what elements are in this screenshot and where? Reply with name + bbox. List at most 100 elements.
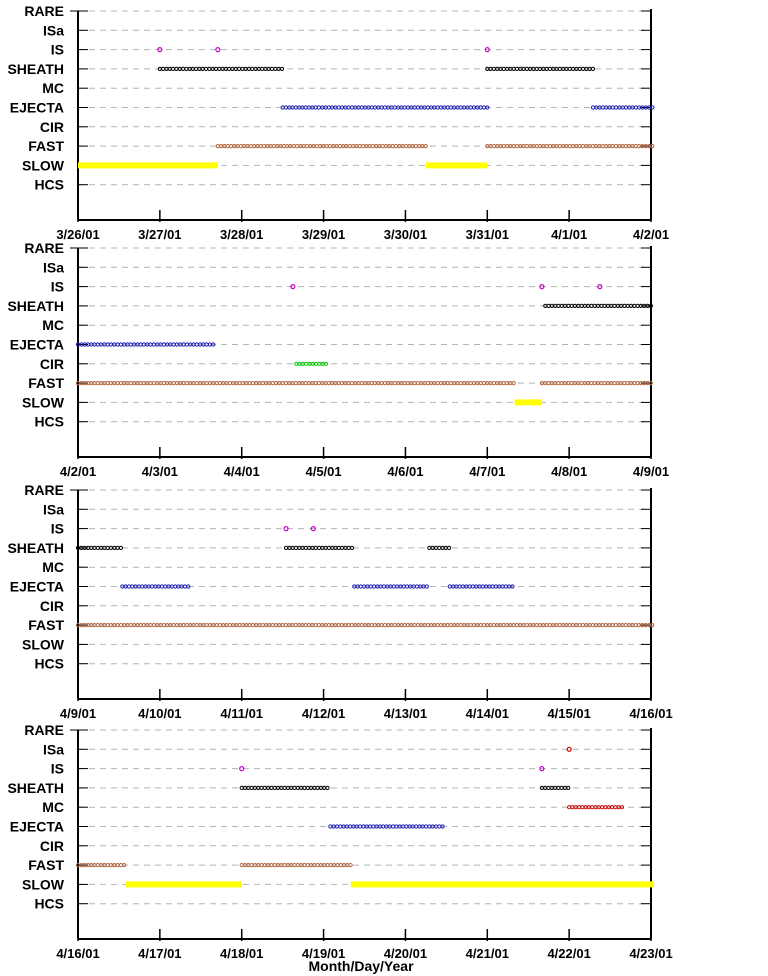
- series-point-fast: [316, 623, 321, 628]
- y-tick-label: EJECTA: [10, 100, 64, 116]
- series-point-fast: [303, 381, 308, 386]
- series-point-sheath: [115, 545, 120, 551]
- series-point-fast: [324, 144, 329, 149]
- series-point-mc: [619, 805, 625, 810]
- y-tick-label: SHEATH: [7, 298, 64, 314]
- x-tick-label: 4/9/01: [60, 706, 96, 721]
- series-point-fast: [458, 381, 463, 386]
- series-point-fast: [282, 863, 287, 868]
- series-point-sheath: [174, 66, 179, 72]
- series-point-fast: [225, 144, 230, 149]
- series-point-fast: [478, 623, 483, 628]
- series-point-ejecta: [485, 105, 490, 110]
- series-point-fast: [577, 623, 582, 628]
- series-point-ejecta: [478, 105, 483, 110]
- series-point-fast: [261, 144, 267, 149]
- series-point-fast: [559, 381, 564, 386]
- series-point-ejecta: [500, 584, 505, 589]
- x-tick-label: 4/5/01: [305, 464, 341, 479]
- series-point-fast: [415, 381, 420, 386]
- x-tick-label: 3/30/01: [384, 227, 427, 242]
- series-point-fast: [151, 623, 156, 628]
- series-point-sheath: [579, 303, 584, 308]
- series-point-fast: [590, 144, 595, 149]
- series-point-ejecta: [493, 584, 499, 589]
- series-point-ejecta: [95, 342, 100, 347]
- series-point-fast: [501, 381, 506, 386]
- series-point-ejecta: [435, 105, 440, 110]
- series-point-fast: [514, 623, 520, 628]
- series-point-cir: [323, 361, 329, 366]
- x-tick-label: 3/31/01: [466, 227, 509, 242]
- series-point-fast: [250, 381, 255, 386]
- series-point-fast: [105, 623, 110, 628]
- series-point-fast: [359, 623, 364, 628]
- series-point-sheath: [632, 303, 637, 308]
- series-point-ejecta: [457, 584, 462, 589]
- series-point-fast: [382, 381, 387, 386]
- series-point-fast: [338, 863, 343, 868]
- series-point-fast: [214, 381, 219, 386]
- series-band-slow: [350, 881, 654, 888]
- series-point-ejecta: [392, 105, 397, 110]
- series-point-ejecta: [470, 584, 475, 589]
- series-point-fast: [227, 623, 232, 628]
- series-point-fast: [115, 381, 120, 386]
- series-point-ejecta: [182, 584, 188, 589]
- series-point-cir: [317, 361, 322, 366]
- series-point-fast: [105, 381, 110, 386]
- series-point-fast: [337, 144, 343, 149]
- series-point-sheath: [648, 303, 653, 308]
- series-point-fast: [579, 381, 584, 386]
- series-point-ejecta: [280, 105, 285, 110]
- series-point-sheath: [346, 545, 351, 551]
- x-tick-label: 4/14/01: [466, 706, 509, 721]
- series-point-sheath: [259, 785, 264, 791]
- series-point-ejecta: [348, 824, 353, 829]
- series-point-fast: [272, 863, 277, 868]
- series-point-ejecta: [359, 105, 364, 110]
- series-point-sheath: [170, 66, 176, 72]
- y-tick-label: MC: [42, 799, 64, 815]
- series-point-fast: [313, 623, 318, 628]
- series-point-ejecta: [118, 342, 124, 347]
- series-point-ejecta: [394, 824, 399, 829]
- x-tick-label: 4/19/01: [302, 946, 345, 961]
- series-point-sheath: [282, 785, 287, 791]
- series-point-sheath: [325, 785, 330, 791]
- y-tick-label: EJECTA: [10, 819, 64, 835]
- series-point-sheath: [262, 785, 267, 791]
- series-point-fast: [269, 863, 274, 868]
- series-point-ejecta: [328, 824, 333, 829]
- series-point-cir: [294, 361, 299, 366]
- series-point-fast: [491, 381, 496, 386]
- series-point-ejecta: [173, 584, 178, 589]
- y-tick-label: SHEATH: [7, 780, 64, 796]
- series-point-fast: [556, 381, 561, 386]
- series-point-fast: [610, 623, 615, 628]
- series-point-ejecta: [424, 584, 429, 589]
- series-point-is: [157, 46, 163, 53]
- series-point-fast: [402, 623, 407, 628]
- series-point-fast: [458, 623, 463, 628]
- series-point-sheath: [272, 785, 277, 791]
- series-point-fast: [599, 381, 604, 386]
- series-point-mc: [567, 805, 572, 810]
- series-point-sheath: [589, 303, 594, 308]
- series-point-fast: [600, 144, 605, 149]
- series-point-sheath: [313, 545, 318, 551]
- series-point-fast: [566, 381, 571, 386]
- series-point-sheath: [559, 303, 564, 308]
- series-point-sheath: [546, 785, 551, 791]
- y-tick-label: SLOW: [22, 394, 65, 410]
- series-point-sheath: [161, 66, 166, 72]
- series-point-is: [310, 525, 316, 532]
- series-point-sheath: [566, 785, 571, 791]
- series-point-fast: [295, 863, 300, 868]
- y-tick-label: ISa: [43, 501, 64, 517]
- series-point-ejecta: [633, 105, 639, 110]
- x-tick-label: 3/27/01: [138, 227, 181, 242]
- series-point-fast: [249, 863, 254, 868]
- y-tick-label: FAST: [28, 375, 64, 391]
- x-tick-label: 4/15/01: [547, 706, 590, 721]
